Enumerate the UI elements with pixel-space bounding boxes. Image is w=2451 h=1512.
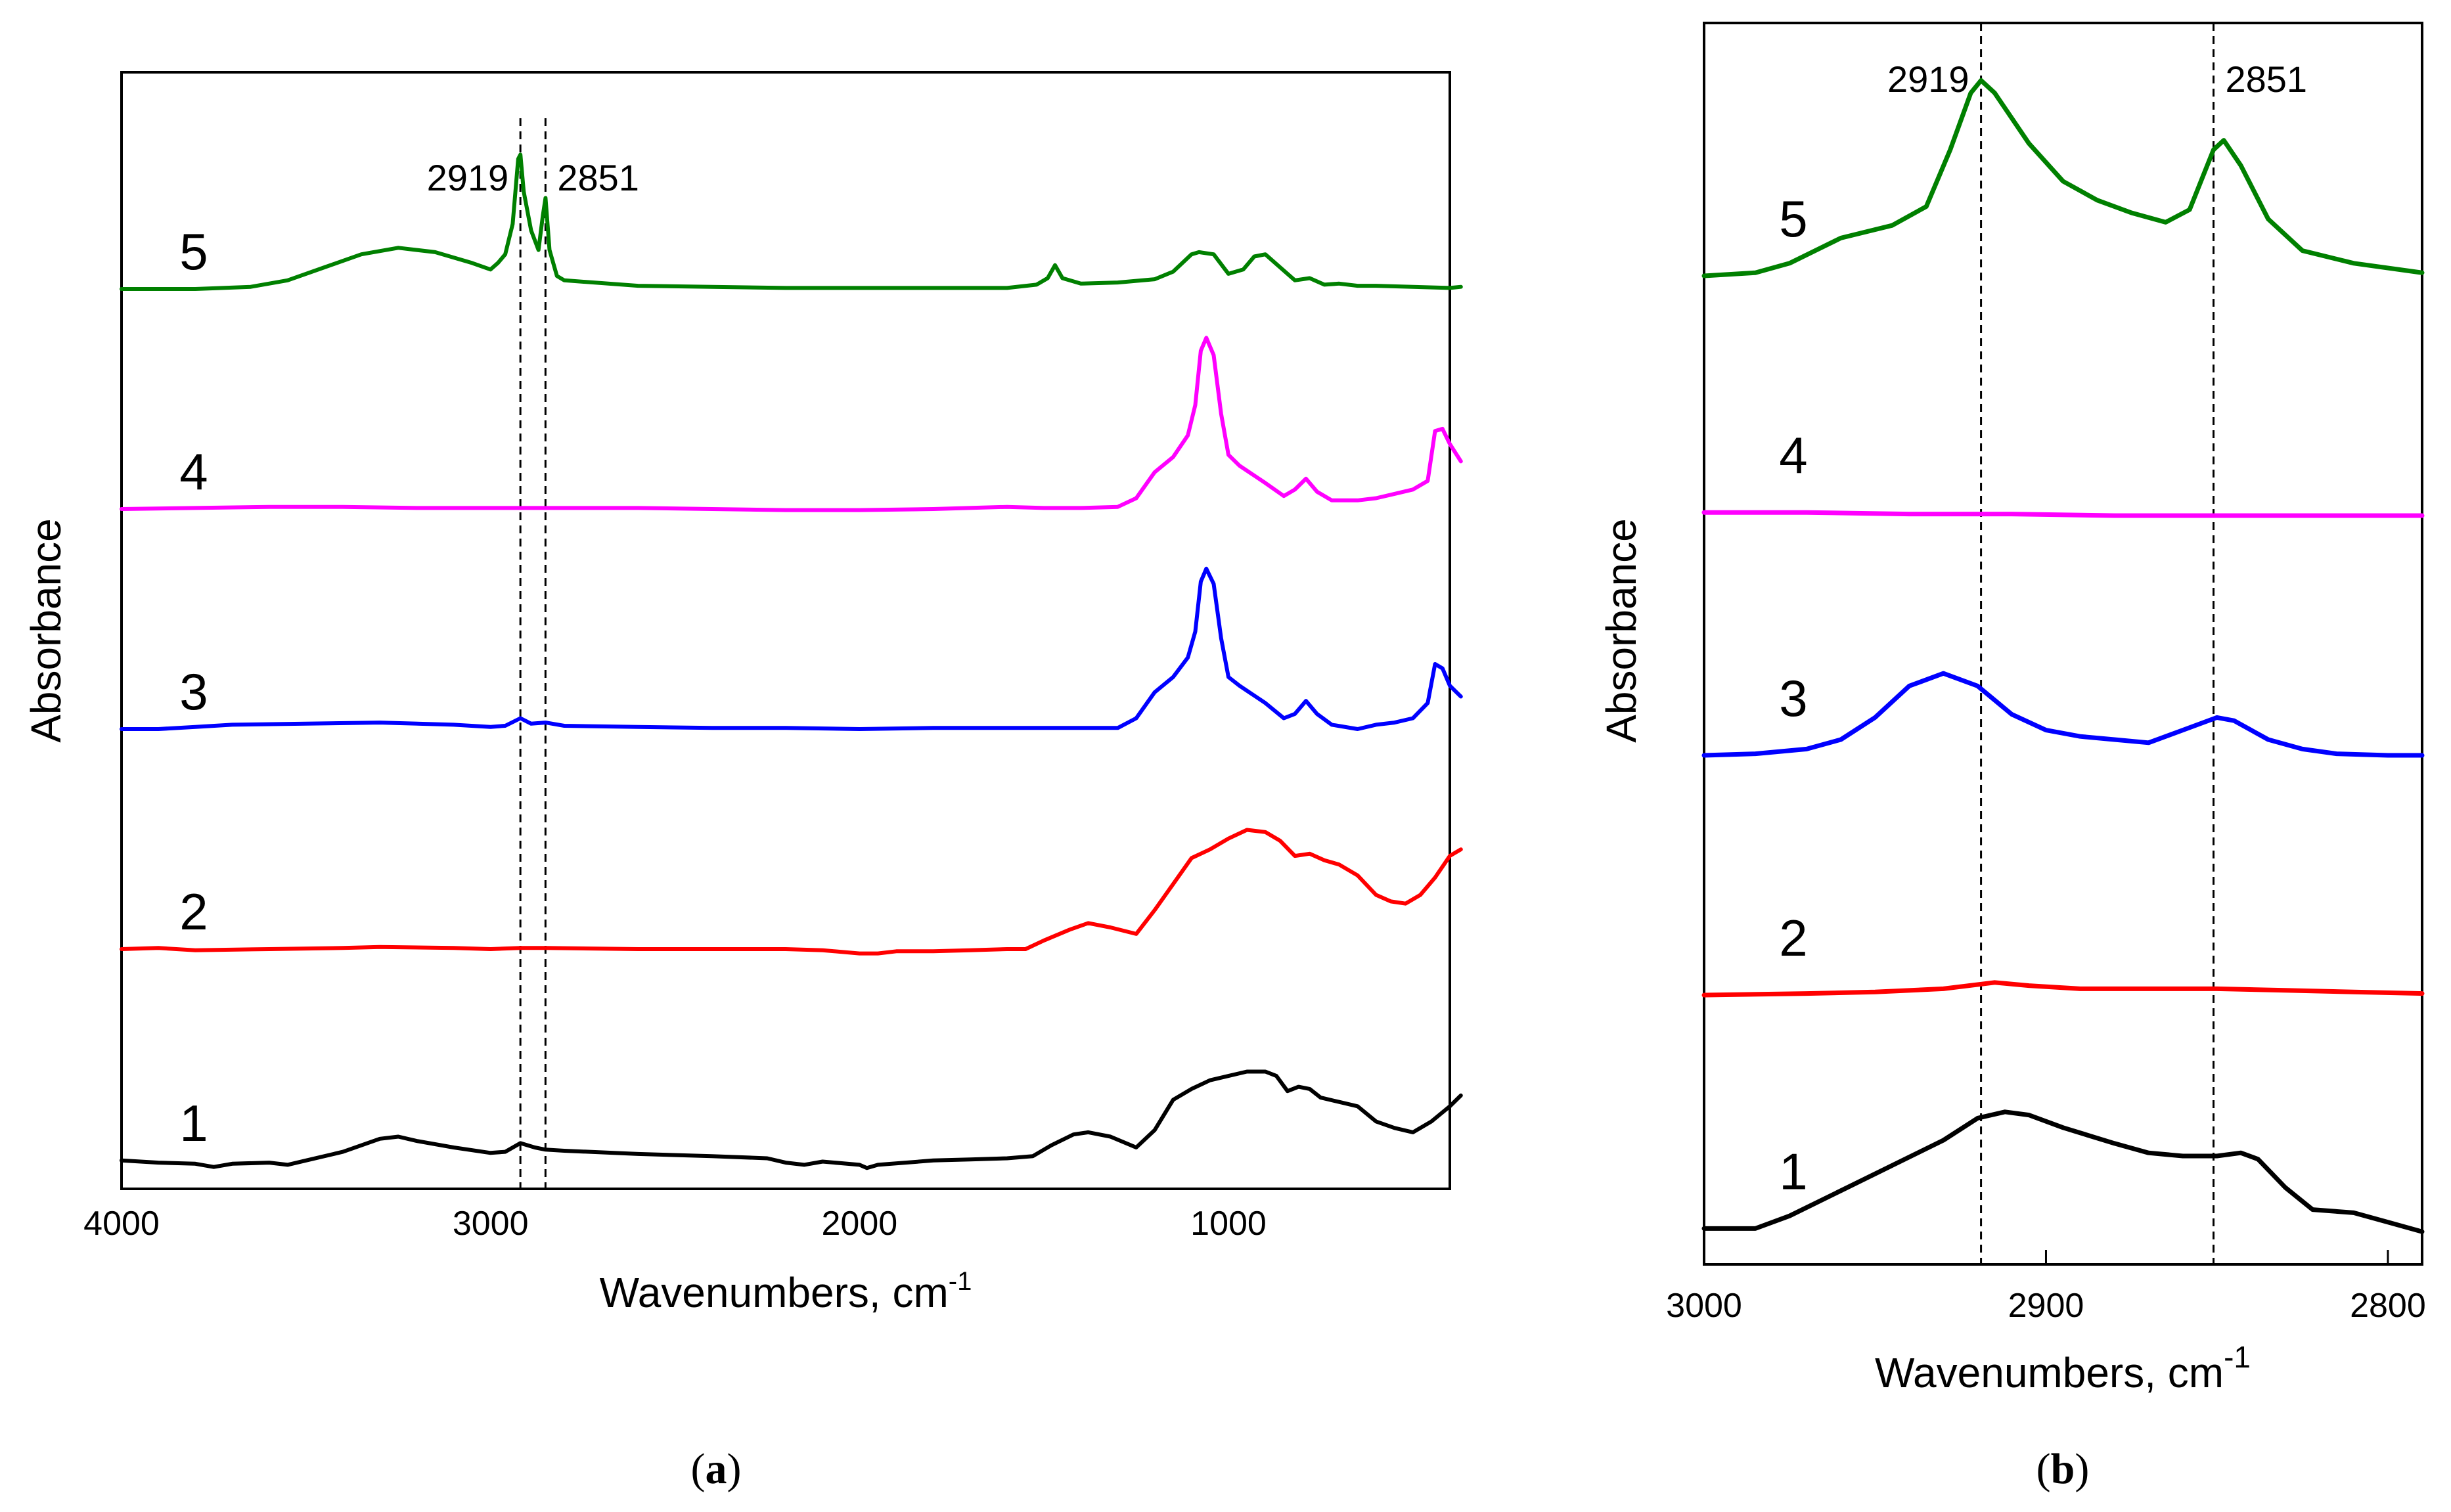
series-line-3 (1701, 671, 2425, 758)
panel-b: 2919 2851 1 2 3 4 5 3000 2900 2800 Wavenumbers,… (1598, 22, 2426, 1493)
series-label-3: 3 (1779, 669, 1807, 727)
series-line-2 (1701, 980, 2425, 998)
x-tick-label: 2900 (2008, 1287, 2084, 1325)
series-label-1: 1 (179, 1094, 208, 1152)
plot-frame-a (120, 71, 1451, 1190)
series-label-5: 5 (1779, 190, 1807, 248)
series-label-1: 1 (1779, 1142, 1807, 1200)
annotation-label-2919: 2919 (427, 157, 509, 198)
y-axis-title-a: Absorbance (22, 518, 70, 743)
series-line-2 (120, 828, 1463, 956)
series-label-5: 5 (179, 223, 208, 280)
annotation-lines-b: 2919 2851 (1887, 23, 2307, 1264)
x-tick-label: 3000 (453, 1205, 529, 1243)
annotation-label-2919: 2919 (1887, 58, 1969, 100)
x-axis-ticks-a: 4000 3000 2000 1000 (83, 1205, 1267, 1243)
series-line-4 (120, 336, 1463, 512)
series-group-a: 1 2 3 4 5 (120, 152, 1463, 1170)
series-line-4 (1701, 510, 2425, 518)
x-axis-title-a: Wavenumbers, cm-1 (600, 1267, 972, 1316)
series-group-b: 1 2 3 4 5 (1701, 78, 2425, 1234)
series-line-1 (1701, 1109, 2425, 1234)
x-axis-title-b: Wavenumbers, cm-1 (1875, 1340, 2251, 1396)
series-line-1 (120, 1069, 1463, 1170)
series-label-3: 3 (179, 663, 208, 721)
series-label-2: 2 (1779, 909, 1807, 967)
series-label-4: 4 (179, 443, 208, 500)
panel-a: 2919 2851 1 2 3 4 5 4000 3000 2000 1000 Wavenumb… (22, 71, 1463, 1493)
annotation-lines-a: 2919 2851 (427, 118, 639, 1189)
x-axis-ticks-b: 3000 2900 2800 (1666, 1250, 2426, 1325)
series-label-2: 2 (179, 883, 208, 941)
subfigure-caption-b: (b) (2036, 1445, 2090, 1493)
x-tick-label: 2800 (2350, 1287, 2426, 1325)
annotation-label-2851: 2851 (557, 157, 639, 198)
y-axis-title-b: Absorbance (1598, 518, 1645, 743)
subfigure-caption-a: (a) (691, 1445, 742, 1493)
series-line-3 (120, 566, 1463, 731)
x-tick-label: 2000 (821, 1205, 897, 1243)
series-line-5 (120, 152, 1463, 291)
plot-frame-b (1703, 22, 2423, 1266)
x-tick-label: 4000 (83, 1205, 160, 1243)
x-tick-label: 1000 (1190, 1205, 1267, 1243)
x-tick-label: 3000 (1666, 1287, 1742, 1325)
annotation-label-2851: 2851 (2226, 58, 2308, 100)
series-label-4: 4 (1779, 426, 1807, 484)
series-line-5 (1701, 78, 2425, 278)
